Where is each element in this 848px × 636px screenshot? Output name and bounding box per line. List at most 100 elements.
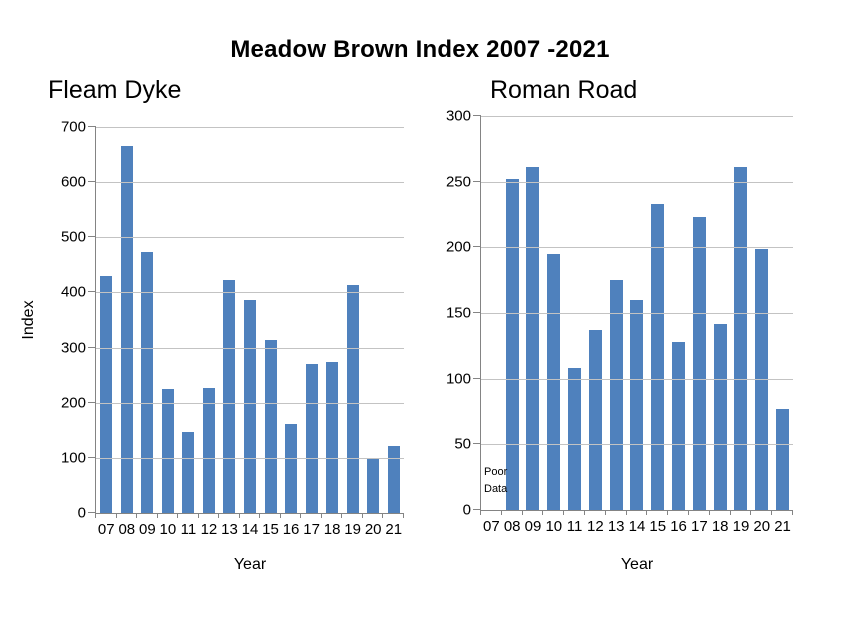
- y-axis-tick: [473, 246, 481, 248]
- bar-13: [609, 280, 623, 510]
- bar-slot: [342, 127, 363, 513]
- y-axis-tick: [88, 181, 96, 183]
- y-axis-tick: [88, 236, 96, 238]
- x-axis-tick: [750, 510, 752, 515]
- x-axis-tick: [115, 513, 117, 518]
- x-tick-label: 11: [180, 521, 197, 538]
- bar-21: [776, 408, 790, 510]
- x-axis-tick: [563, 510, 565, 515]
- bar-18: [713, 323, 727, 510]
- y-tick-label: 100: [445, 370, 471, 388]
- x-axis-tick: [604, 510, 606, 515]
- bar-14: [243, 300, 256, 513]
- bar-slot: [199, 127, 220, 513]
- y-axis-tick: [473, 115, 481, 116]
- bar-09: [141, 252, 154, 513]
- y-tick-label: 300: [60, 339, 86, 357]
- x-axis-tick: [279, 513, 281, 518]
- bar-slot: [383, 127, 404, 513]
- bar-slot: [585, 116, 606, 510]
- bar-slot: [710, 116, 731, 510]
- x-axis-labels: 07 08 09 10 11 12 13 14 15 16 17 18 19 20 21: [481, 518, 793, 535]
- x-axis-tick: [667, 510, 669, 515]
- x-axis-tick: [177, 513, 179, 518]
- bar-16: [672, 341, 686, 510]
- bar-07: [100, 275, 113, 513]
- x-axis-tick: [625, 510, 627, 515]
- bar-10: [547, 253, 561, 510]
- bar-slot: [363, 127, 384, 513]
- x-axis-tick: [771, 510, 773, 515]
- gridline: [481, 378, 793, 380]
- x-tick-label: 21: [385, 521, 403, 538]
- chart-title-roman-road: Roman Road: [490, 76, 638, 104]
- bar-slot: [689, 116, 710, 510]
- bar-19: [346, 284, 359, 513]
- x-tick-label: 15: [649, 518, 667, 535]
- bar-slot: [240, 127, 261, 513]
- x-tick-label: 12: [587, 518, 604, 535]
- x-axis-tick: [361, 513, 363, 518]
- x-tick-label: 16: [670, 518, 687, 535]
- bar-15: [264, 339, 277, 513]
- x-tick-label: 08: [503, 518, 521, 535]
- x-axis-tick: [792, 510, 793, 515]
- bar-16: [285, 423, 298, 513]
- x-axis-tick: [688, 510, 689, 515]
- bar-slot: [647, 116, 668, 510]
- gridline: [481, 313, 793, 314]
- x-tick-label: 11: [566, 518, 583, 535]
- bar-slot: [96, 127, 117, 513]
- x-tick-label: 07: [97, 521, 115, 538]
- x-axis-tick: [403, 513, 404, 518]
- bar-slot: [668, 116, 689, 510]
- x-tick-label: 17: [691, 518, 708, 535]
- bar-slot: [627, 116, 648, 510]
- x-tick-label: 18: [711, 518, 729, 535]
- bar-slot: [502, 116, 523, 510]
- gridline: [96, 237, 404, 239]
- poor-data-note: Poor Data: [484, 466, 508, 495]
- x-tick-label: 08: [118, 521, 136, 538]
- bar-15: [651, 204, 665, 510]
- gridline: [481, 444, 793, 446]
- x-tick-label: 17: [303, 521, 320, 538]
- gridline: [481, 116, 793, 117]
- x-tick-label: 20: [753, 518, 771, 535]
- bar-slot: [322, 127, 343, 513]
- x-axis-tick: [259, 513, 261, 518]
- bar-19: [734, 167, 748, 510]
- bar-slot: [523, 116, 544, 510]
- y-tick-label: 200: [445, 238, 471, 256]
- bar-slot: [178, 127, 199, 513]
- x-axis-tick: [341, 513, 343, 518]
- y-tick-label: 500: [60, 228, 86, 246]
- y-axis-tick: [88, 512, 96, 513]
- y-tick-label: 0: [77, 504, 86, 522]
- bar-slot: [137, 127, 158, 513]
- y-tick-label: 600: [60, 173, 86, 191]
- gridline: [96, 292, 404, 294]
- x-axis-tick: [729, 510, 731, 515]
- bar-20: [367, 457, 380, 513]
- x-axis-tick: [136, 513, 138, 518]
- x-axis-tick: [542, 510, 544, 515]
- x-axis-tick: [320, 513, 322, 518]
- bar-12: [588, 330, 602, 510]
- bar-08: [505, 179, 519, 510]
- bar-11: [182, 431, 195, 513]
- bar-slot: [564, 116, 585, 510]
- bar-slot: [301, 127, 322, 513]
- bars-container: [96, 127, 404, 513]
- x-tick-label: 09: [138, 521, 156, 538]
- y-axis-tick: [88, 456, 96, 458]
- x-tick-label: 20: [364, 521, 382, 538]
- bar-slot: [731, 116, 752, 510]
- x-axis-title: Year: [620, 556, 654, 573]
- bar-13: [223, 280, 236, 513]
- bar-slot: [158, 127, 179, 513]
- bar-12: [202, 387, 215, 513]
- bar-14: [630, 299, 644, 510]
